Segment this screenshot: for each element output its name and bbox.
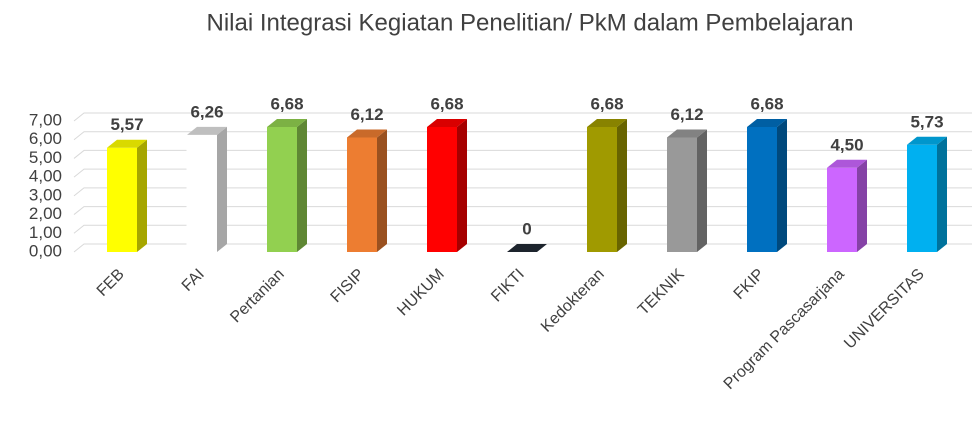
bar [507,244,547,252]
x-tick-label: UNIVERSITAS [841,266,928,353]
x-tick-label: FAI [179,266,208,295]
bar-side [137,139,147,252]
bar-top [107,139,147,148]
bar-top [667,129,707,138]
bar [186,126,227,253]
y-tick-label: 7,00 [29,110,62,129]
value-label: 0 [522,219,531,238]
x-tick-label: TEKNIK [635,266,688,319]
y-tick-label: 0,00 [29,241,62,260]
bar-front [427,126,457,252]
bar-top [427,118,467,127]
value-label: 6,68 [750,94,783,113]
x-tick-label: FEB [94,266,128,300]
x-tick-label: HUKUM [394,266,448,320]
bar-side [937,136,947,252]
x-tick-label: FKIP [731,266,768,303]
bar-front [827,167,857,252]
value-label: 6,68 [430,94,463,113]
bar-front [107,147,137,252]
bar [107,139,147,252]
y-tick-label: 1,00 [29,223,62,242]
bar-front [587,126,617,252]
y-tick-label: 3,00 [29,185,62,204]
bar-side [297,118,307,252]
bar-front [747,126,777,252]
value-label: 5,73 [910,112,943,131]
bar-front [186,134,218,253]
y-tick-label: 5,00 [29,148,62,167]
bar [427,118,467,252]
bar-top [347,129,387,138]
bar [747,118,787,252]
y-tick-label: 4,00 [29,167,62,186]
bar-front [267,126,297,252]
bar-front [667,137,697,252]
bar [907,136,947,252]
value-label: 6,68 [590,94,623,113]
bar-top [507,244,547,252]
value-label: 6,26 [190,102,223,121]
y-tick-label: 6,00 [29,129,62,148]
value-label: 6,12 [670,105,703,124]
bar-front [347,137,377,252]
y-tick-label: 2,00 [29,204,62,223]
chart-title: Nilai Integrasi Kegiatan Penelitian/ PkM… [206,9,853,36]
bar-side [217,126,227,252]
bar-side [617,118,627,252]
bar-top [267,118,307,127]
bar-side [857,159,867,252]
bar [667,129,707,252]
bar-side [377,129,387,252]
bar-side [777,118,787,252]
x-tick-label: FIKTI [488,266,528,306]
bar-front [907,144,937,252]
value-label: 4,50 [830,135,863,154]
bar [827,159,867,252]
bar-top [187,126,227,135]
bar [587,118,627,252]
bar-top [587,118,627,127]
bar-top [907,136,947,145]
x-tick-label: FISIP [327,266,367,306]
x-tick-label: Kedokteran [538,266,608,336]
value-label: 6,68 [270,94,303,113]
grid-line [73,112,972,122]
value-label: 6,12 [350,105,383,124]
value-label: 5,57 [110,115,143,134]
bar-side [457,118,467,252]
bar [267,118,307,252]
bar-top [827,159,867,168]
bar-side [697,129,707,252]
x-tick-label: Pertanian [227,266,287,326]
bar-top [747,118,787,127]
bar [347,129,387,252]
